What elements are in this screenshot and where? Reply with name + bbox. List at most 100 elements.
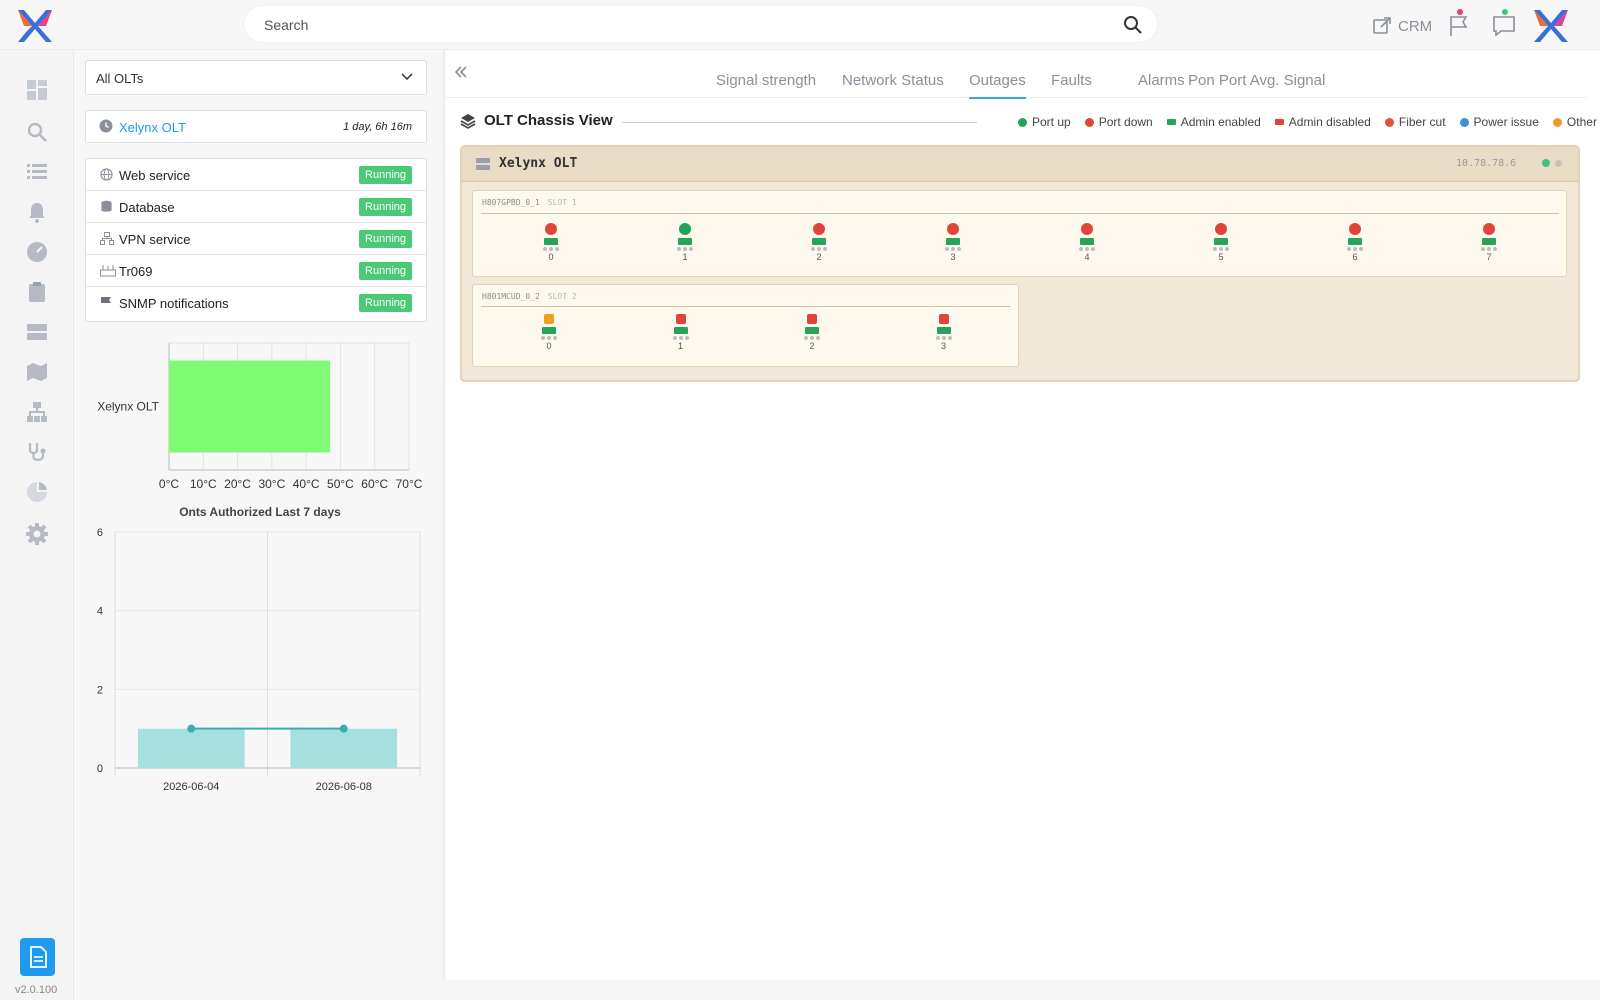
- service-label: Database: [119, 200, 175, 215]
- port-status-led: [545, 223, 557, 235]
- status-badge: Running: [359, 294, 412, 312]
- line-card[interactable]: H801MCUD_0_2 SLOT 2 0 1 2 3: [472, 284, 1019, 367]
- legend-marker: [1166, 119, 1176, 125]
- stethoscope-icon[interactable]: [25, 440, 49, 464]
- tab-signal-strength[interactable]: Signal strength: [716, 72, 817, 89]
- search-onu-icon[interactable]: [25, 120, 49, 144]
- globe-icon: [100, 168, 113, 181]
- pon-port[interactable]: 4: [1077, 223, 1097, 262]
- list-icon[interactable]: [25, 160, 49, 184]
- pon-port[interactable]: 0: [539, 314, 559, 351]
- pon-port[interactable]: 3: [943, 223, 963, 262]
- port-dots: [539, 336, 559, 340]
- pie-chart-icon[interactable]: [25, 480, 49, 504]
- line-card[interactable]: H807GPBD_0_1 SLOT 1 0 1 2 3 4 5 6 7: [472, 190, 1567, 277]
- card-model: H807GPBD_0_1: [482, 198, 540, 207]
- port-status-led: [1215, 223, 1227, 235]
- collapse-panel-icon[interactable]: [453, 64, 469, 80]
- port-number: 4: [1084, 252, 1090, 262]
- flag-icon: [101, 297, 111, 309]
- pon-port[interactable]: 1: [671, 314, 691, 351]
- tab-pon-port-avg-signal[interactable]: Pon Port Avg. Signal: [1188, 72, 1326, 89]
- service-label: Web service: [119, 168, 191, 183]
- legend-marker: [1384, 117, 1394, 127]
- pon-port[interactable]: 2: [802, 314, 822, 351]
- port-number: 2: [809, 341, 815, 351]
- card-label: H807GPBD_0_1 SLOT 1: [482, 198, 577, 207]
- pon-port[interactable]: 2: [809, 223, 829, 262]
- x-tick-label: 2026-06-08: [316, 781, 372, 793]
- status-badge: Running: [359, 166, 412, 184]
- dashboard-icon[interactable]: [25, 78, 49, 102]
- olt-select-value: All OLTs: [96, 71, 144, 86]
- tab-network-status[interactable]: Network Status: [842, 72, 944, 89]
- services-list: Web service Running Database Running VPN…: [85, 158, 427, 322]
- tab-outages[interactable]: Outages: [969, 72, 1026, 99]
- chassis-olt-ip: 10.78.78.6: [1456, 158, 1517, 169]
- tab-faults[interactable]: Faults: [1051, 72, 1092, 89]
- map-icon[interactable]: [25, 360, 49, 384]
- documentation-button[interactable]: [20, 938, 55, 976]
- legend-item: Port down: [1084, 115, 1153, 129]
- port-status-led: [675, 314, 686, 324]
- pon-port[interactable]: 6: [1345, 223, 1365, 262]
- user-avatar[interactable]: [1530, 6, 1570, 46]
- olt-uptime-card[interactable]: Xelynx OLT 1 day, 6h 16m: [85, 110, 427, 143]
- port-number: 2: [816, 252, 822, 262]
- pon-port[interactable]: 5: [1211, 223, 1231, 262]
- notification-dot: [1502, 9, 1508, 15]
- x-tick-label: 20°C: [224, 477, 251, 491]
- pon-port[interactable]: 1: [675, 223, 695, 262]
- search-icon[interactable]: [1123, 15, 1143, 35]
- messages-button[interactable]: [1492, 9, 1516, 43]
- tab-alarms[interactable]: Alarms: [1138, 72, 1185, 89]
- chevron-down-icon: [401, 73, 413, 81]
- olt-uptime: 1 day, 6h 16m: [343, 121, 412, 133]
- chat-icon: [1493, 16, 1515, 37]
- pon-port[interactable]: 7: [1479, 223, 1499, 262]
- network-icon[interactable]: [25, 400, 49, 424]
- port-dots: [943, 247, 963, 251]
- x-tick-label: 50°C: [327, 477, 354, 491]
- port-dots: [802, 336, 822, 340]
- network-icon: [100, 232, 114, 245]
- speedometer-icon[interactable]: [25, 240, 49, 264]
- card-slot: SLOT 2: [547, 292, 577, 301]
- admin-status-bar: [936, 327, 951, 334]
- legend-label: Power issue: [1473, 115, 1539, 129]
- y-tick-label: 0: [97, 763, 103, 775]
- temperature-bar: [169, 360, 331, 453]
- y-tick-label: 6: [97, 527, 103, 539]
- card-slot: SLOT 1: [547, 198, 577, 207]
- olt-select[interactable]: All OLTs: [85, 60, 427, 95]
- search-bar[interactable]: Search: [243, 5, 1158, 43]
- chassis-view-title: OLT Chassis View: [484, 112, 613, 129]
- pon-port[interactable]: 3: [934, 314, 954, 351]
- gear-icon[interactable]: [25, 522, 49, 546]
- x-tick-label: 70°C: [396, 477, 423, 491]
- x-tick-label: 60°C: [361, 477, 388, 491]
- search-input[interactable]: Search: [264, 17, 309, 33]
- service-row: Web service Running: [86, 159, 426, 191]
- bell-icon[interactable]: [25, 200, 49, 224]
- logo[interactable]: [14, 6, 54, 46]
- status-badge: Running: [359, 198, 412, 216]
- port-status-led: [938, 314, 949, 324]
- server-icon[interactable]: [25, 320, 49, 344]
- chassis-view-heading: OLT Chassis View: [460, 112, 613, 129]
- flag-notifications-button[interactable]: [1448, 9, 1470, 43]
- legend-marker: [1084, 117, 1094, 127]
- pon-port[interactable]: 0: [541, 223, 561, 262]
- port-status-led: [947, 223, 959, 235]
- layers-icon: [460, 113, 476, 129]
- port-number: 0: [546, 341, 552, 351]
- x-tick-label: 40°C: [293, 477, 320, 491]
- status-led-secondary: [1555, 160, 1562, 167]
- admin-status-bar: [1348, 238, 1362, 245]
- crm-link[interactable]: CRM: [1372, 16, 1432, 36]
- port-status-led: [679, 223, 691, 235]
- port-dots: [1345, 247, 1365, 251]
- olt-name-link[interactable]: Xelynx OLT: [119, 120, 186, 135]
- clipboard-icon[interactable]: [25, 280, 49, 304]
- status-badge: Running: [359, 230, 412, 248]
